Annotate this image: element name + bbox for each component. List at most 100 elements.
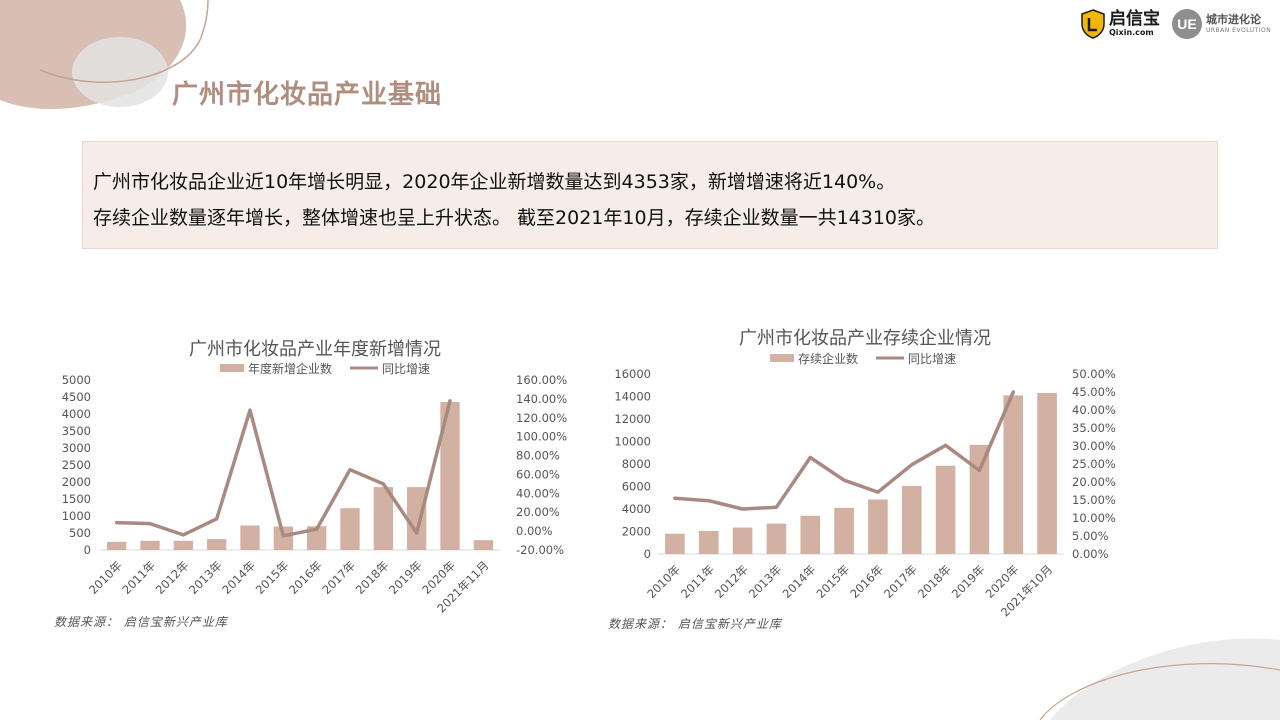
chart-annual-new: 广州市化妆品产业年度新增情况 年度新增企业数 同比增速 0 500 1000 1500 200… bbox=[50, 320, 580, 620]
y-right-tick-label: 0.00% bbox=[516, 524, 553, 538]
page-title: 广州市化妆品产业基础 bbox=[172, 80, 443, 110]
x-tick-label: 2011年 bbox=[678, 562, 717, 601]
chart-title: 广州市化妆品产业存续企业情况 bbox=[739, 328, 991, 349]
x-tick-label: 2014年 bbox=[219, 558, 258, 597]
bar bbox=[307, 526, 327, 550]
legend-label-bar: 年度新增企业数 bbox=[248, 361, 332, 376]
summary-line-2: 存续企业数量逐年增长，整体增速也呈上升状态。 截至2021年10月，存续企业数量… bbox=[93, 207, 936, 229]
x-tick-label: 2019年 bbox=[386, 558, 425, 597]
bar-series bbox=[107, 401, 493, 550]
x-tick-label: 2013年 bbox=[186, 558, 225, 597]
urban-evolution-logo: UE 城市进化论 URBAN EVOLUTION bbox=[1172, 6, 1271, 42]
y-right-tick-label: 15.00% bbox=[1072, 493, 1116, 507]
x-tick-label: 2012年 bbox=[153, 558, 192, 597]
chart-title: 广州市化妆品产业年度新增情况 bbox=[189, 339, 441, 360]
chart-legend: 年度新增企业数 同比增速 bbox=[220, 361, 430, 376]
shield-icon bbox=[1081, 9, 1105, 39]
bar bbox=[340, 508, 360, 550]
y-right-tick-label: 60.00% bbox=[516, 467, 560, 481]
y-right-tick-label: 20.00% bbox=[1072, 475, 1116, 489]
y-left-tick-label: 2500 bbox=[62, 458, 91, 472]
x-tick-label: 2010年 bbox=[644, 562, 683, 601]
x-tick-label: 2014年 bbox=[780, 562, 819, 601]
x-tick-label: 2015年 bbox=[813, 562, 852, 601]
y-left-tick-label: 10000 bbox=[614, 435, 651, 449]
y-right-tick-label: 40.00% bbox=[1072, 403, 1116, 417]
y-right-tick-label: 100.00% bbox=[516, 430, 567, 444]
growth-line bbox=[114, 399, 452, 538]
y-right-tick-label: 140.00% bbox=[516, 392, 567, 406]
legend-label-line: 同比增速 bbox=[382, 362, 430, 376]
bar bbox=[732, 527, 753, 554]
y-right-tick-label: 10.00% bbox=[1072, 511, 1116, 525]
bar bbox=[373, 487, 393, 550]
x-tick-label: 2017年 bbox=[319, 558, 358, 597]
bar bbox=[473, 540, 493, 550]
y-left-tick-label: 0 bbox=[644, 547, 651, 561]
summary-line-1: 广州市化妆品企业近10年增长明显，2020年企业新增数量达到4353家，新增增速… bbox=[93, 171, 896, 193]
legend-swatch-bar bbox=[220, 364, 244, 372]
y-right-tick-label: 40.00% bbox=[516, 486, 560, 500]
bar bbox=[698, 530, 719, 554]
bar bbox=[868, 499, 888, 554]
bar bbox=[173, 540, 193, 550]
bar bbox=[969, 444, 990, 554]
bar bbox=[800, 515, 821, 554]
y-left-tick-label: 4000 bbox=[62, 407, 91, 421]
y-axis-left: 0 2000 4000 6000 8000 10000 12000 14000 16000 bbox=[614, 367, 651, 561]
y-left-tick-label: 2000 bbox=[62, 475, 91, 489]
x-tick-label: 2016年 bbox=[286, 558, 325, 597]
x-tick-label: 2013年 bbox=[746, 562, 785, 601]
y-right-tick-label: 45.00% bbox=[1072, 385, 1116, 399]
y-left-tick-label: 1500 bbox=[62, 492, 91, 506]
y-left-tick-label: 0 bbox=[84, 543, 91, 557]
bar bbox=[1037, 393, 1057, 554]
source-note-left: 数据来源： 启信宝新兴产业库 bbox=[54, 615, 228, 629]
y-axis-left: 0 500 1000 1500 2000 2500 3000 3500 4000 4500 5000 bbox=[62, 373, 91, 557]
y-right-tick-label: -20.00% bbox=[516, 543, 564, 557]
growth-line bbox=[673, 390, 1016, 511]
y-right-tick-label: 30.00% bbox=[1072, 439, 1116, 453]
corner-curve-line-bottom bbox=[1039, 663, 1280, 720]
y-right-tick-label: 20.00% bbox=[516, 505, 560, 519]
legend-label-bar: 存续企业数 bbox=[798, 351, 858, 366]
x-tick-label: 2019年 bbox=[949, 562, 988, 601]
corner-blob-bottom-right bbox=[1050, 638, 1280, 720]
bar bbox=[207, 539, 227, 550]
x-tick-label: 2018年 bbox=[353, 558, 392, 597]
bar bbox=[935, 465, 956, 554]
y-left-tick-label: 8000 bbox=[622, 457, 651, 471]
bar bbox=[1003, 395, 1024, 554]
corner-blob-top-left bbox=[0, 0, 187, 109]
x-tick-label: 2015年 bbox=[253, 558, 292, 597]
bar bbox=[107, 541, 127, 550]
qixin-logo: 启信宝 Qixin.com bbox=[1080, 6, 1160, 42]
y-left-tick-label: 500 bbox=[69, 526, 91, 540]
bar bbox=[273, 526, 293, 550]
source-note-right: 数据来源： 启信宝新兴产业库 bbox=[608, 617, 782, 631]
bar bbox=[140, 540, 160, 550]
y-axis-right: 0.00% 5.00% 10.00% 15.00% 20.00% 25.00% 30.00%… bbox=[1072, 367, 1116, 561]
y-right-tick-label: 80.00% bbox=[516, 449, 560, 463]
y-left-tick-label: 4000 bbox=[622, 502, 651, 516]
y-right-tick-label: 0.00% bbox=[1072, 547, 1109, 561]
ue-brand-sub: URBAN EVOLUTION bbox=[1206, 27, 1272, 34]
bar bbox=[407, 487, 427, 550]
legend-label-line: 同比增速 bbox=[908, 352, 956, 366]
ue-badge: UE bbox=[1172, 9, 1202, 39]
x-tick-label: 2010年 bbox=[86, 558, 125, 597]
y-right-tick-label: 25.00% bbox=[1072, 457, 1116, 471]
legend-swatch-bar bbox=[770, 354, 794, 362]
corner-grey-blob bbox=[72, 37, 168, 107]
x-tick-label: 2017年 bbox=[881, 562, 920, 601]
x-tick-label: 2018年 bbox=[915, 562, 954, 601]
x-tick-label: 2011年 bbox=[119, 558, 158, 597]
y-axis-right: -20.00% 0.00% 20.00% 40.00% 60.00% 80.00% 100.… bbox=[516, 373, 567, 557]
bar bbox=[766, 523, 787, 554]
y-right-tick-label: 50.00% bbox=[1072, 367, 1116, 381]
bar-series bbox=[665, 393, 1057, 554]
qixin-brand-domain: Qixin.com bbox=[1109, 28, 1154, 37]
y-right-tick-label: 35.00% bbox=[1072, 421, 1116, 435]
